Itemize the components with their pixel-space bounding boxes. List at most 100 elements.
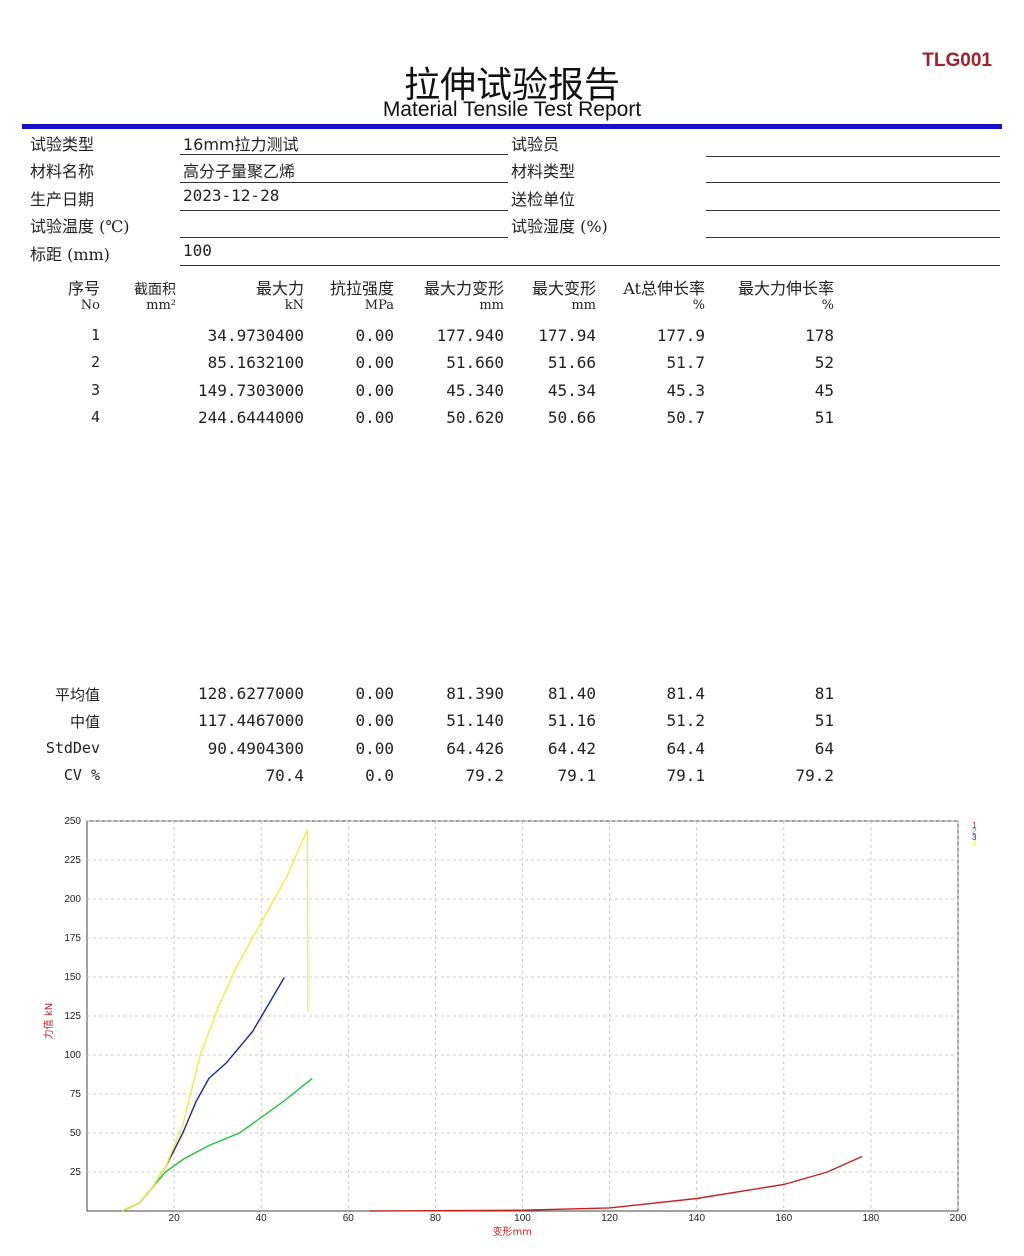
table-cell: 45.340 bbox=[446, 381, 504, 400]
series-line-1 bbox=[370, 1155, 863, 1212]
table-cell: 3 bbox=[90, 381, 100, 399]
x-tick-label: 60 bbox=[343, 1213, 355, 1224]
y-tick-label: 25 bbox=[70, 1167, 82, 1178]
table-cell: 50.66 bbox=[547, 408, 596, 427]
column-header: 最大力伸长率 bbox=[737, 279, 834, 298]
legend-entry: 2 bbox=[972, 827, 977, 836]
column-header: 序号 bbox=[67, 279, 100, 298]
y-tick-label: 100 bbox=[64, 1050, 81, 1061]
info-label: 试验温度 (℃) bbox=[30, 217, 130, 236]
column-unit: kN bbox=[284, 298, 304, 313]
stat-cell: 64 bbox=[814, 739, 834, 758]
stat-cell: 81.390 bbox=[446, 684, 504, 703]
underline bbox=[706, 182, 1000, 183]
stat-cell: 64.426 bbox=[446, 739, 504, 758]
stat-cell: 0.0 bbox=[365, 766, 394, 785]
x-tick-label: 200 bbox=[950, 1213, 967, 1224]
force-deformation-chart: 20 40 60 80 100 120 140 160 180 200 25 50 75 100 125 15… bbox=[42, 816, 977, 1238]
table-cell: 0.00 bbox=[355, 408, 394, 427]
stat-label: StdDev bbox=[45, 739, 100, 757]
table-cell: 1 bbox=[90, 326, 100, 344]
y-tick-label: 125 bbox=[64, 1011, 81, 1022]
legend-entry: 1 bbox=[972, 821, 977, 830]
header-divider bbox=[22, 124, 1002, 129]
table-cell: 45.34 bbox=[547, 381, 596, 400]
stat-cell: 90.4904300 bbox=[207, 739, 304, 758]
stat-cell: 79.2 bbox=[465, 766, 504, 785]
y-tick-label: 50 bbox=[70, 1128, 82, 1139]
x-tick-label: 40 bbox=[256, 1213, 268, 1224]
column-header: 截面积 bbox=[134, 282, 176, 298]
table-cell: 45 bbox=[814, 381, 834, 400]
underline bbox=[706, 237, 1000, 238]
table-cell: 177.9 bbox=[656, 326, 705, 345]
stat-label: 平均值 bbox=[54, 686, 100, 704]
column-unit: % bbox=[692, 298, 705, 313]
info-label: 标距 (mm) bbox=[30, 245, 110, 264]
table-cell: 2 bbox=[90, 353, 100, 371]
table-cell: 85.1632100 bbox=[207, 353, 304, 372]
column-unit: % bbox=[821, 298, 834, 313]
column-header: 最大变形 bbox=[531, 279, 596, 298]
info-value: 2023-12-28 bbox=[183, 186, 280, 205]
stat-label: CV % bbox=[63, 766, 100, 784]
y-axis-unit: kN bbox=[44, 1003, 55, 1016]
underline bbox=[706, 210, 1000, 211]
legend-entry: 3 bbox=[972, 833, 977, 842]
table-cell: 149.7303000 bbox=[198, 381, 304, 400]
stat-label: 中值 bbox=[69, 713, 100, 731]
column-unit: mm bbox=[479, 298, 504, 313]
column-unit: No bbox=[80, 298, 100, 313]
info-label: 送检单位 bbox=[511, 190, 576, 209]
x-tick-label: 100 bbox=[514, 1213, 531, 1224]
column-unit: MPa bbox=[364, 298, 394, 313]
table-cell: 52 bbox=[814, 353, 834, 372]
table-cell: 34.9730400 bbox=[207, 326, 304, 345]
table-cell: 50.7 bbox=[666, 408, 705, 427]
x-axis-label: 变形 bbox=[493, 1225, 513, 1238]
info-label: 生产日期 bbox=[30, 190, 95, 209]
stat-cell: 51.140 bbox=[446, 711, 504, 730]
x-tick-label: 80 bbox=[430, 1213, 442, 1224]
stat-cell: 51.16 bbox=[547, 711, 596, 730]
column-header: 最大力变形 bbox=[423, 279, 504, 298]
stat-cell: 81.4 bbox=[666, 684, 705, 703]
info-value: 高分子量聚乙烯 bbox=[183, 162, 296, 181]
stat-cell: 0.00 bbox=[355, 684, 394, 703]
table-cell: 0.00 bbox=[355, 381, 394, 400]
table-cell: 45.3 bbox=[666, 381, 705, 400]
stat-cell: 51 bbox=[814, 711, 834, 730]
stat-cell: 81.40 bbox=[547, 684, 596, 703]
column-unit: mm² bbox=[146, 298, 176, 313]
info-label: 试验类型 bbox=[30, 135, 95, 154]
stat-cell: 0.00 bbox=[355, 711, 394, 730]
table-cell: 0.00 bbox=[355, 326, 394, 345]
x-tick-label: 140 bbox=[688, 1213, 705, 1224]
info-label: 材料名称 bbox=[30, 162, 95, 181]
series-line-4 bbox=[121, 829, 309, 1212]
underline bbox=[180, 265, 1000, 266]
x-tick-label: 180 bbox=[863, 1213, 880, 1224]
stat-cell: 51.2 bbox=[666, 711, 705, 730]
x-tick-label: 20 bbox=[169, 1213, 181, 1224]
underline bbox=[180, 154, 508, 155]
table-cell: 178 bbox=[805, 326, 834, 345]
page-title: 拉伸试验报告 bbox=[403, 65, 620, 106]
table-cell: 177.940 bbox=[436, 326, 504, 345]
stat-cell: 117.4467000 bbox=[198, 711, 304, 730]
underline bbox=[706, 156, 1000, 157]
column-header: At总伸长率 bbox=[623, 279, 705, 298]
info-label: 材料类型 bbox=[511, 162, 576, 181]
stat-cell: 79.1 bbox=[666, 766, 705, 785]
y-axis-label: 力值 bbox=[42, 1019, 55, 1039]
info-label: 试验湿度 (%) bbox=[511, 217, 608, 236]
underline bbox=[180, 182, 508, 183]
stat-cell: 79.1 bbox=[557, 766, 596, 785]
stat-cell: 79.2 bbox=[795, 766, 834, 785]
y-tick-label: 75 bbox=[70, 1089, 82, 1100]
x-axis-unit: mm bbox=[513, 1227, 532, 1238]
page-subtitle: Material Tensile Test Report bbox=[382, 98, 642, 121]
y-tick-label: 250 bbox=[64, 816, 81, 827]
stat-cell: 81 bbox=[814, 684, 834, 703]
y-tick-label: 200 bbox=[64, 894, 81, 905]
